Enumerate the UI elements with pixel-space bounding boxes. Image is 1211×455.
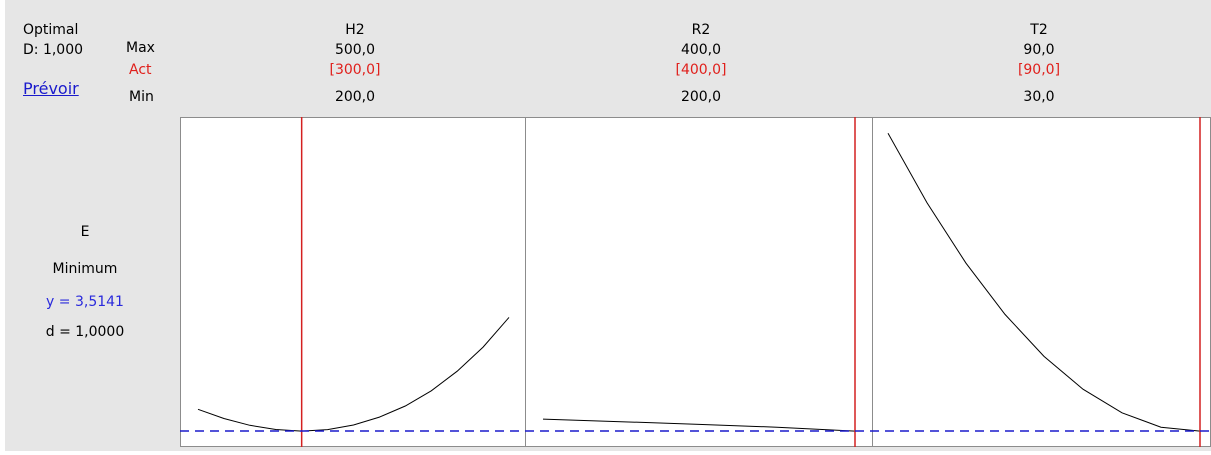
factor-min-h2: 200,0: [334, 89, 376, 105]
response-goal: Minimum: [52, 261, 118, 277]
factor-act-h2[interactable]: [300,0]: [329, 62, 381, 78]
predict-link[interactable]: Prévoir: [23, 79, 79, 98]
factor-max-t2: 90,0: [1023, 42, 1055, 58]
desirability-label: D: 1,000: [23, 42, 84, 58]
factor-act-t2[interactable]: [90,0]: [1017, 62, 1061, 78]
plot-panel-r2: [525, 117, 873, 447]
plot-panel-h2: [180, 117, 526, 447]
optimal-label: Optimal: [23, 22, 79, 38]
response-curve-h2: [197, 317, 510, 432]
factor-min-r2: 200,0: [680, 89, 722, 105]
response-curve-t2: [887, 132, 1201, 432]
max-row-label: Max: [126, 40, 155, 56]
response-name: E: [80, 224, 90, 240]
factor-name-r2: R2: [691, 22, 711, 38]
factor-name-t2: T2: [1030, 22, 1048, 38]
min-row-label: Min: [129, 89, 154, 105]
factor-max-r2: 400,0: [680, 42, 722, 58]
factor-min-t2: 30,0: [1023, 89, 1055, 105]
response-curve-r2: [542, 418, 856, 432]
factor-max-h2: 500,0: [334, 42, 376, 58]
response-y-value: y = 3,5141: [46, 294, 124, 310]
response-d-value: d = 1,0000: [45, 324, 125, 340]
act-row-label: Act: [129, 62, 152, 78]
factor-name-h2: H2: [345, 22, 365, 38]
factor-act-r2[interactable]: [400,0]: [675, 62, 727, 78]
